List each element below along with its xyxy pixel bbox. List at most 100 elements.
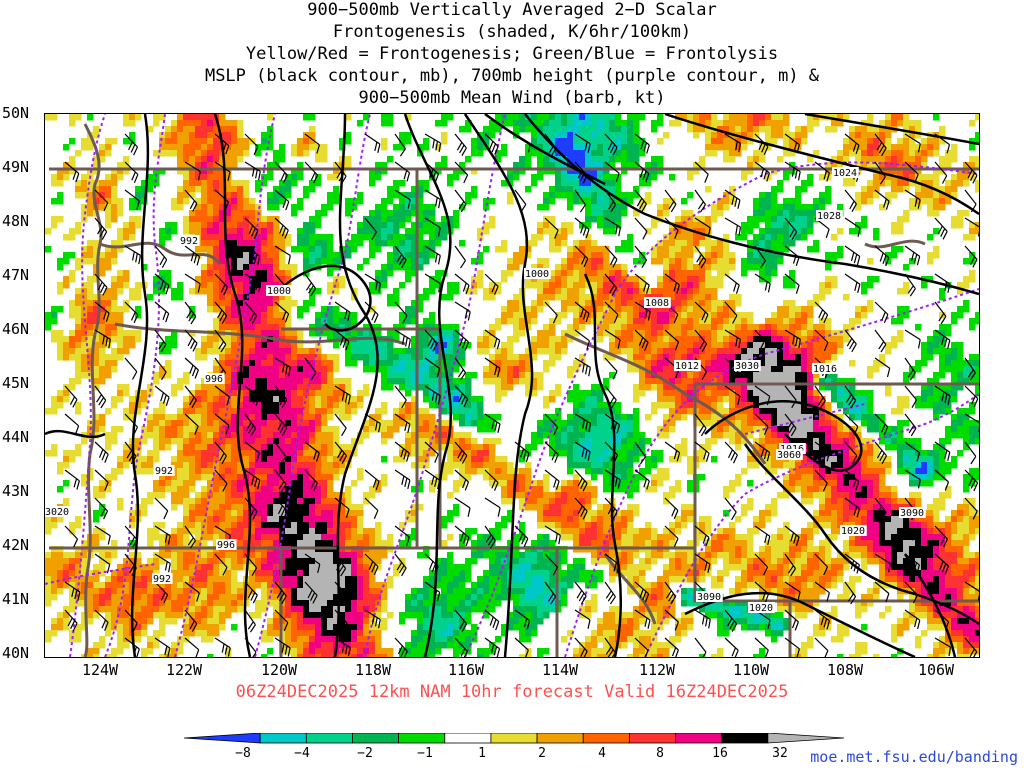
wind-barb xyxy=(904,469,921,489)
wind-barb xyxy=(544,133,557,157)
wind-barb xyxy=(214,189,230,211)
wind-barb xyxy=(244,469,261,490)
wind-barb xyxy=(724,385,741,406)
wind-barb xyxy=(544,525,561,545)
mslp-label: 996 xyxy=(205,374,223,385)
wind-barb xyxy=(574,497,588,520)
lat-label-46n: 46N xyxy=(2,320,30,338)
wind-barb xyxy=(634,581,650,603)
lon-label-118w: 118W xyxy=(354,661,392,679)
wind-barb xyxy=(514,189,527,213)
wind-barb xyxy=(634,217,648,240)
lat-label-41n: 41N xyxy=(2,590,30,608)
wind-barb xyxy=(904,385,918,408)
wind-barb xyxy=(424,581,441,602)
wind-barb xyxy=(634,273,650,294)
wind-barb xyxy=(814,553,829,576)
lon-label-108w: 108W xyxy=(826,661,864,679)
wind-barb xyxy=(424,357,441,378)
wind-barb xyxy=(724,441,738,464)
wind-barb xyxy=(724,329,741,349)
credit-link[interactable]: moe.met.fsu.edu/banding xyxy=(810,748,1018,766)
lat-label-44n: 44N xyxy=(2,428,30,446)
wind-barb xyxy=(904,357,916,381)
wind-barb xyxy=(874,161,886,185)
wind-barb xyxy=(184,581,200,602)
mslp-label: 992 xyxy=(155,466,173,477)
wind-barb xyxy=(634,441,646,465)
wind-barb xyxy=(244,301,258,324)
wind-barb xyxy=(94,525,111,545)
wind-barb xyxy=(394,161,411,182)
wind-barb xyxy=(904,525,922,545)
wind-barb xyxy=(934,217,948,240)
lon-label-106w: 106W xyxy=(917,661,955,679)
wind-barb xyxy=(934,637,952,657)
wind-barb xyxy=(604,217,621,237)
colorbar-swatch xyxy=(582,733,630,744)
wind-barb xyxy=(574,217,590,239)
mslp-label: 992 xyxy=(180,236,198,247)
wind-barb xyxy=(244,273,261,293)
wind-barb xyxy=(724,301,738,324)
mslp-label: 1024 xyxy=(833,168,857,179)
wind-barb xyxy=(844,553,860,574)
wind-barb xyxy=(274,637,291,657)
wind-barb xyxy=(604,637,616,657)
wind-barb xyxy=(364,413,381,433)
wind-barb xyxy=(694,217,711,237)
wind-barb xyxy=(934,161,948,184)
wind-barb xyxy=(454,301,471,321)
wind-barb xyxy=(634,245,648,268)
wind-barb xyxy=(394,245,407,269)
wind-barb xyxy=(604,413,621,434)
wind-barb xyxy=(214,553,228,576)
wind-barb xyxy=(244,497,258,520)
lat-label-47n: 47N xyxy=(2,266,30,284)
mslp-label: 992 xyxy=(153,574,171,585)
wind-barb xyxy=(334,161,347,185)
wind-barb xyxy=(184,609,198,632)
wind-barb xyxy=(334,413,347,437)
wind-barb xyxy=(64,581,81,602)
wind-barb xyxy=(574,413,592,433)
wind-barb xyxy=(844,133,860,155)
wind-barb xyxy=(784,609,799,631)
wind-barb xyxy=(304,357,317,381)
wind-barb xyxy=(634,329,649,351)
wind-barb xyxy=(154,553,171,573)
title-line-5: 900−500mb Mean Wind (barb, kt) xyxy=(358,88,666,108)
wind-barb xyxy=(274,581,287,605)
wind-barb xyxy=(964,469,979,492)
wind-barb xyxy=(424,385,441,405)
wind-barb xyxy=(274,441,287,465)
wind-barb xyxy=(784,637,800,657)
wind-barb xyxy=(394,329,411,349)
colorbar-tick: −2 xyxy=(357,746,373,761)
wind-barb xyxy=(634,133,650,154)
lat-label-43n: 43N xyxy=(2,482,30,500)
mslp-contour xyxy=(213,114,252,657)
wind-barb xyxy=(124,609,138,632)
wind-barb xyxy=(844,329,857,353)
wind-barb xyxy=(424,189,441,209)
wind-barb xyxy=(574,637,588,657)
wind-barb xyxy=(424,161,440,183)
wind-barb xyxy=(934,273,951,293)
wind-barb xyxy=(484,133,499,155)
wind-barb xyxy=(64,609,78,632)
wind-barb xyxy=(604,581,616,605)
wind-barb xyxy=(94,189,109,212)
wind-barb xyxy=(634,609,651,629)
colorbar-swatch xyxy=(628,733,676,744)
wind-barb xyxy=(244,553,258,576)
wind-barb xyxy=(274,385,288,408)
wind-barb xyxy=(184,525,196,549)
wind-barb xyxy=(124,189,140,210)
wind-barb xyxy=(364,469,380,490)
wind-barb xyxy=(364,133,381,154)
wind-barb xyxy=(274,469,287,493)
wind-barb xyxy=(874,245,890,267)
wind-barb xyxy=(484,273,499,295)
wind-barb xyxy=(844,217,861,237)
